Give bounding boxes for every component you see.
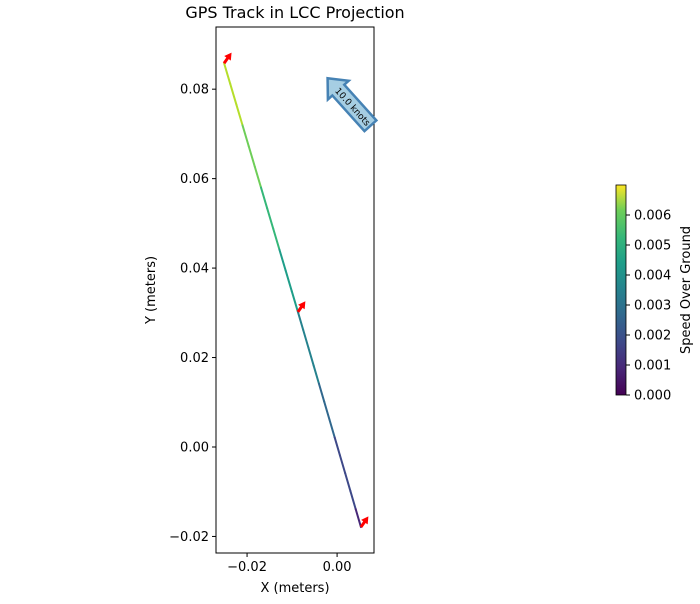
y-tick-label: 0.00 <box>180 440 209 455</box>
track-segment <box>328 418 336 439</box>
plot-area <box>222 52 369 529</box>
track-segment <box>223 62 232 85</box>
axes-frame <box>215 26 375 554</box>
colorbar-ticks: 0.000 0.001 0.002 0.003 0.004 0.005 0.006 <box>626 209 671 404</box>
colorbar-label: Speed Over Ground <box>679 226 694 354</box>
colorbar <box>615 184 627 396</box>
track-segment <box>296 310 305 331</box>
track-segment <box>235 103 244 127</box>
colorbar-tick-label: 0.004 <box>634 269 671 284</box>
track-segment <box>266 207 275 231</box>
axis-ticks: −0.02 0.00 −0.02 0.00 0.02 0.04 0.06 0.08 <box>169 83 351 575</box>
quiver-arrow-icon <box>296 301 306 313</box>
chart-title: GPS Track in LCC Projection <box>185 3 404 22</box>
y-tick-label: 0.02 <box>180 351 209 366</box>
x-tick-label: −0.02 <box>227 560 267 575</box>
colorbar-tick-label: 0.001 <box>634 359 671 374</box>
x-axis-label: X (meters) <box>260 581 329 596</box>
colorbar-tick-label: 0.005 <box>634 239 671 254</box>
y-tick-label: −0.02 <box>169 530 209 545</box>
track-segment <box>229 82 238 106</box>
track-segment <box>278 248 287 272</box>
track-segment <box>241 124 250 148</box>
track-segment <box>247 145 256 168</box>
quiver-arrow-icon <box>359 516 369 528</box>
track-segment <box>317 382 326 403</box>
track-segment <box>354 508 362 529</box>
quiver-key: 10.0 knots <box>326 76 379 133</box>
track-segment <box>323 400 331 421</box>
track-segment <box>253 165 263 189</box>
track-segment <box>284 269 293 293</box>
y-tick-label: 0.06 <box>180 172 209 187</box>
y-axis-label: Y (meters) <box>144 256 159 325</box>
colorbar-tick-label: 0.000 <box>634 389 671 404</box>
colorbar-tick-label: 0.002 <box>634 329 671 344</box>
track-segment <box>290 290 299 313</box>
track-segment <box>338 454 347 475</box>
y-tick-label: 0.08 <box>180 83 209 98</box>
colorbar-tick-label: 0.003 <box>634 299 671 314</box>
quiver-arrow-icon <box>222 52 232 65</box>
track-segment <box>312 364 320 385</box>
track-segment <box>260 186 269 210</box>
track-segment <box>272 228 281 251</box>
track-segment <box>307 346 315 367</box>
x-tick-label: 0.00 <box>323 560 352 575</box>
track-segment <box>344 472 352 493</box>
track-segment <box>333 436 341 457</box>
colorbar-tick-label: 0.006 <box>634 209 671 224</box>
y-tick-label: 0.04 <box>180 262 209 277</box>
track-segment <box>349 490 357 511</box>
quiver-key-arrow-icon <box>326 76 379 133</box>
track-segment <box>302 328 310 349</box>
